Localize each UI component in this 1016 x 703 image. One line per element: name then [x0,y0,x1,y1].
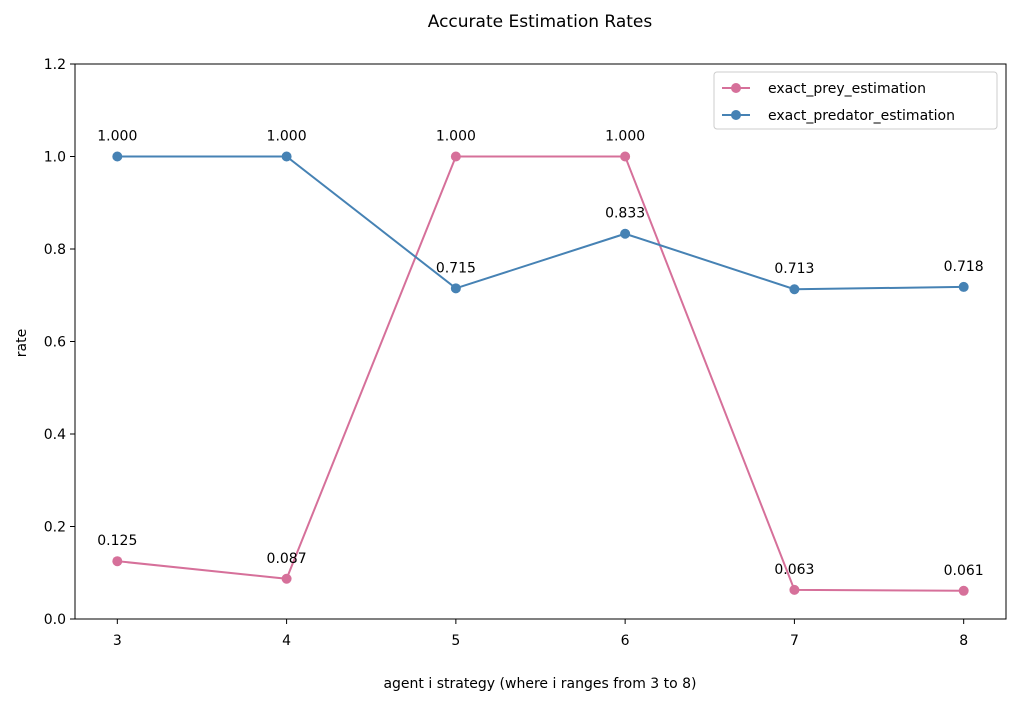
legend: exact_prey_estimation exact_predator_esti… [713,71,998,130]
chart-title: Accurate Estimation Rates [428,12,653,32]
legend-label-exact-predator-estimation: exact_predator_estimation [768,108,955,124]
data-point-exact-prey-estimation [450,151,461,162]
data-point-exact-predator-estimation [281,151,292,162]
data-label-exact-prey-estimation: 0.061 [944,563,984,579]
data-label-exact-prey-estimation: 0.087 [267,551,307,567]
data-labels: 0.125 0.087 1.000 1.000 0.063 0.061 1.000 1.000… [97,129,983,579]
data-label-exact-prey-estimation: 0.063 [774,562,814,578]
y-tick-label: 0.0 [44,612,66,628]
data-label-exact-prey-estimation: 1.000 [436,129,476,145]
data-label-exact-predator-estimation: 0.833 [605,206,645,222]
legend-label-exact-prey-estimation: exact_prey_estimation [768,81,926,97]
x-axis-label: agent i strategy (where i ranges from 3 … [383,676,696,692]
plot-frame [74,63,1007,620]
legend-marker-exact-prey-estimation [731,83,741,93]
x-tick-label: 7 [790,633,799,649]
data-point-exact-predator-estimation [112,151,123,162]
legend-box [713,71,998,130]
data-point-exact-predator-estimation [958,281,969,292]
y-tick-label: 1.2 [44,57,66,73]
x-tick-label: 8 [959,633,968,649]
x-axis: 3 4 5 6 7 8 [113,619,968,649]
data-label-exact-prey-estimation: 0.125 [97,533,137,549]
data-label-exact-predator-estimation: 1.000 [97,129,137,145]
y-tick-label: 0.6 [44,335,66,351]
data-point-exact-prey-estimation [958,585,969,596]
series-group [112,151,969,596]
x-tick-label: 5 [451,633,460,649]
y-axis: 0.0 0.2 0.4 0.6 0.8 1.0 1.2 [44,57,75,628]
data-label-exact-predator-estimation: 0.715 [436,260,476,276]
data-point-exact-prey-estimation [620,151,631,162]
y-axis-label: rate [14,329,30,357]
data-point-exact-prey-estimation [789,584,800,595]
y-tick-label: 0.2 [44,520,66,536]
legend-marker-exact-predator-estimation [731,110,741,120]
series-line-exact-predator-estimation [117,155,964,291]
data-label-exact-predator-estimation: 0.713 [774,261,814,277]
data-label-exact-prey-estimation: 1.000 [605,129,645,145]
x-tick-label: 3 [113,633,122,649]
data-label-exact-predator-estimation: 1.000 [267,129,307,145]
data-label-exact-predator-estimation: 0.718 [944,259,984,275]
y-tick-label: 0.4 [44,427,66,443]
data-point-exact-predator-estimation [789,284,800,295]
x-tick-label: 6 [621,633,630,649]
x-tick-label: 4 [282,633,291,649]
data-point-exact-predator-estimation [450,283,461,294]
plot-area [74,63,1007,620]
series-line-exact-prey-estimation [117,155,964,592]
data-point-exact-prey-estimation [112,556,123,567]
data-point-exact-predator-estimation [620,228,631,239]
data-point-exact-prey-estimation [281,573,292,584]
y-tick-label: 0.8 [44,242,66,258]
y-tick-label: 1.0 [44,150,66,166]
